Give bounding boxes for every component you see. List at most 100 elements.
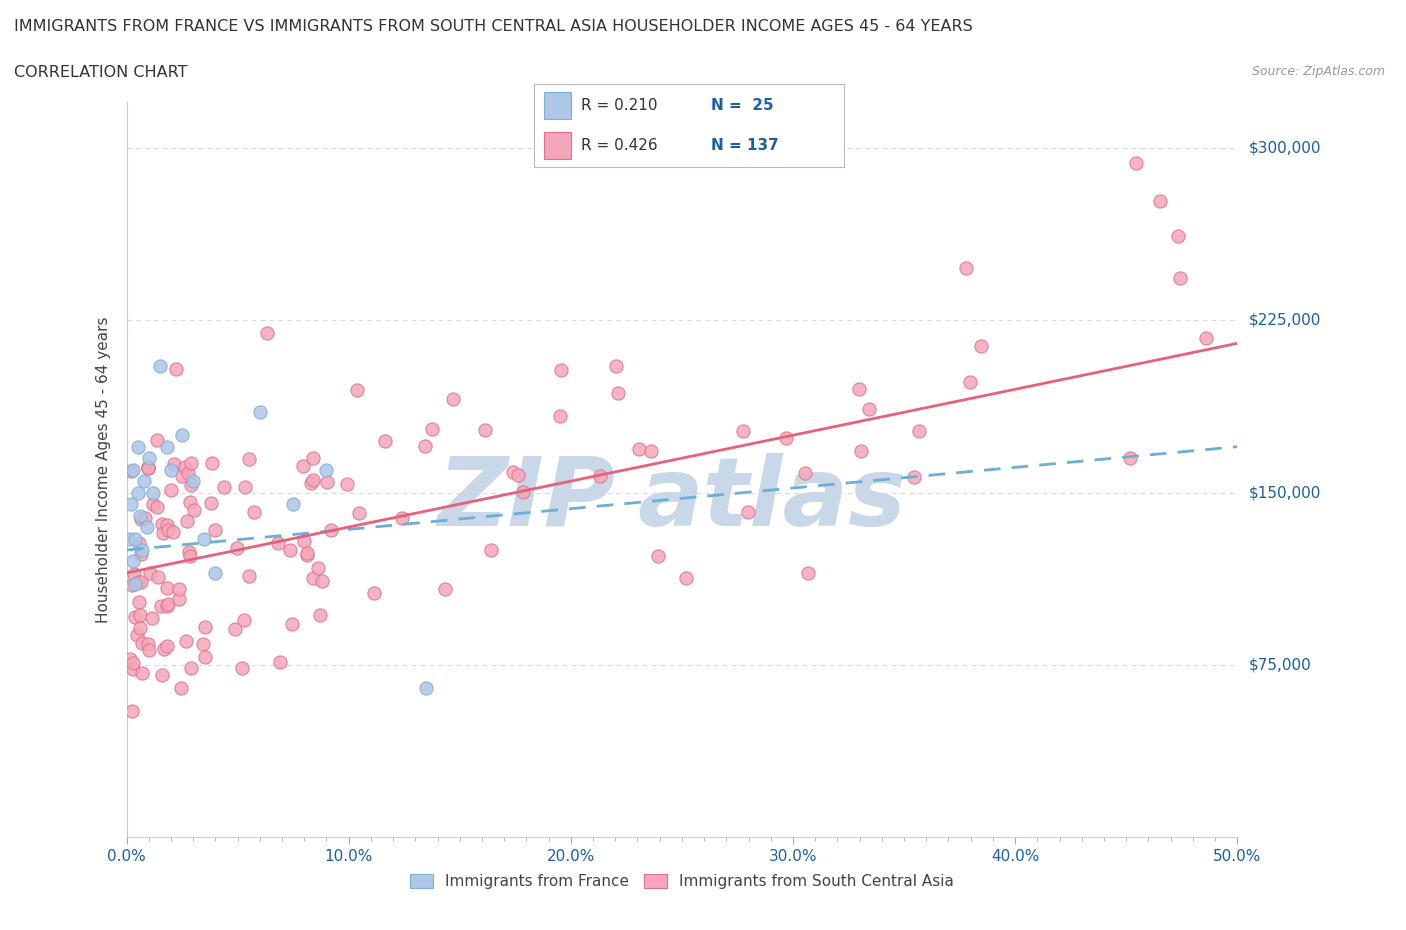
Text: $75,000: $75,000	[1249, 658, 1312, 672]
Point	[1149, 194, 1171, 209]
Point	[307, 561, 329, 576]
Point	[134, 473, 156, 488]
Point	[434, 581, 457, 596]
Point	[675, 570, 697, 585]
Y-axis label: Householder Income Ages 45 - 64 years: Householder Income Ages 45 - 64 years	[96, 316, 111, 623]
Point	[797, 565, 820, 580]
Point	[176, 633, 198, 648]
Point	[1168, 271, 1191, 286]
Point	[131, 512, 153, 527]
Point	[321, 523, 343, 538]
Point	[127, 485, 149, 500]
Point	[413, 439, 436, 454]
Point	[118, 531, 141, 546]
Text: $150,000: $150,000	[1249, 485, 1320, 500]
Point	[180, 478, 202, 493]
Point	[131, 542, 153, 557]
Point	[346, 383, 368, 398]
Bar	[544, 92, 571, 119]
Point	[374, 433, 396, 448]
Point	[138, 643, 160, 658]
Point	[124, 610, 146, 625]
Point	[138, 451, 160, 466]
Point	[149, 359, 172, 374]
Point	[201, 456, 224, 471]
Point	[179, 495, 201, 510]
Point	[315, 462, 337, 477]
Text: atlas: atlas	[637, 453, 907, 546]
Text: CORRELATION CHART: CORRELATION CHART	[14, 65, 187, 80]
Point	[157, 523, 180, 538]
Point	[249, 405, 271, 419]
Point	[181, 473, 204, 488]
Text: IMMIGRANTS FROM FRANCE VS IMMIGRANTS FROM SOUTH CENTRAL ASIA HOUSEHOLDER INCOME : IMMIGRANTS FROM FRANCE VS IMMIGRANTS FRO…	[14, 19, 973, 33]
Point	[443, 392, 465, 406]
Point	[225, 540, 247, 555]
Point	[194, 650, 217, 665]
Point	[172, 428, 194, 443]
Point	[292, 533, 315, 548]
Point	[1194, 330, 1216, 345]
Legend: Immigrants from France, Immigrants from South Central Asia: Immigrants from France, Immigrants from …	[404, 869, 960, 896]
Point	[176, 513, 198, 528]
Point	[183, 502, 205, 517]
Point	[607, 386, 630, 401]
Point	[233, 480, 256, 495]
Point	[731, 423, 754, 438]
Point	[1125, 155, 1147, 170]
Point	[134, 511, 156, 525]
Point	[363, 586, 385, 601]
Point	[120, 497, 142, 512]
Point	[278, 542, 301, 557]
Point	[415, 681, 437, 696]
Point	[301, 475, 323, 490]
Point	[122, 656, 145, 671]
Point	[191, 636, 214, 651]
Point	[512, 485, 534, 499]
Point	[124, 567, 146, 582]
Point	[128, 508, 150, 523]
Point	[120, 652, 142, 667]
Point	[858, 402, 880, 417]
Text: ZIP: ZIP	[437, 453, 616, 546]
Point	[142, 497, 165, 512]
Point	[128, 620, 150, 635]
Point	[160, 462, 183, 477]
Text: R = 0.210: R = 0.210	[581, 98, 657, 113]
Point	[269, 655, 291, 670]
Point	[502, 465, 524, 480]
Point	[121, 578, 143, 592]
Point	[180, 456, 202, 471]
Point	[347, 506, 370, 521]
Point	[589, 469, 612, 484]
Point	[135, 520, 157, 535]
Point	[959, 375, 981, 390]
Point	[311, 574, 333, 589]
Point	[224, 622, 246, 637]
Point	[152, 525, 174, 540]
Point	[474, 422, 496, 437]
Point	[292, 458, 315, 473]
Text: N =  25: N = 25	[710, 98, 773, 113]
Point	[156, 639, 179, 654]
Point	[160, 483, 183, 498]
Point	[204, 565, 226, 580]
Point	[1119, 451, 1142, 466]
Point	[131, 666, 153, 681]
Point	[156, 599, 179, 614]
Point	[238, 452, 260, 467]
Point	[200, 496, 222, 511]
Point	[156, 596, 179, 611]
Point	[1167, 229, 1189, 244]
Point	[903, 470, 925, 485]
Point	[647, 549, 669, 564]
Point	[479, 542, 502, 557]
Point	[180, 660, 202, 675]
Text: $225,000: $225,000	[1249, 312, 1320, 328]
Point	[238, 568, 260, 583]
Point	[142, 485, 165, 500]
Point	[146, 499, 169, 514]
Point	[150, 517, 173, 532]
Point	[908, 424, 931, 439]
Point	[775, 431, 797, 445]
